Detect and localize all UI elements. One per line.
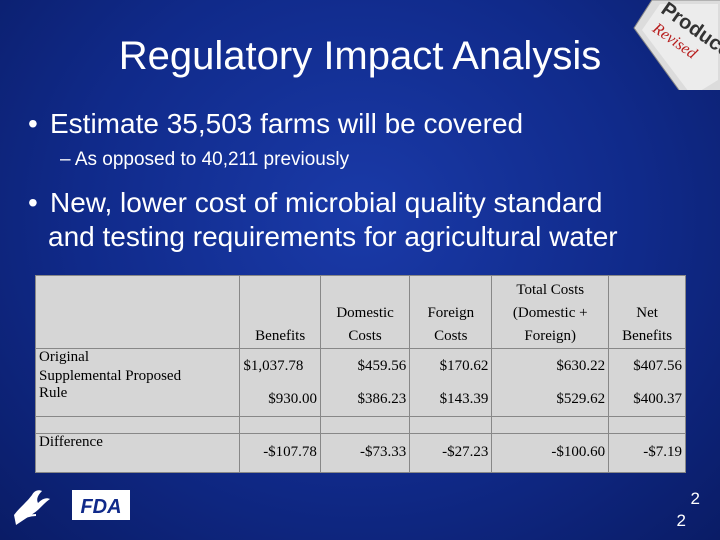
cell-benefits: -$107.78 <box>239 432 321 474</box>
slide-title: Regulatory Impact Analysis <box>118 34 602 78</box>
bullet-marker: • <box>28 108 38 139</box>
bullet-text-line2: and testing requirements for agricultura… <box>48 221 618 252</box>
row-label-rule: Original Supplemental Proposed Rule <box>34 348 241 417</box>
bullet-text: Estimate 35,503 farms will be covered <box>50 108 524 139</box>
bullet-marker: • <box>28 187 38 218</box>
impact-table: Benefits Domestic Costs Foreign Costs Tota… <box>34 274 686 474</box>
header-net-benefits: Net Benefits <box>608 274 686 350</box>
sub-bullet-text: As opposed to 40,211 previously <box>74 149 350 170</box>
page-number: 2 2 <box>676 489 700 530</box>
header-total-costs: Total Costs (Domestic + Foreign) <box>491 274 610 350</box>
bullet-text-line1: New, lower cost of microbial quality sta… <box>50 187 603 218</box>
table-spacer-row <box>34 415 686 434</box>
header-domestic-costs: Domestic Costs <box>319 274 411 350</box>
row-label-difference: Difference <box>34 432 241 474</box>
cell-foreign: -$27.23 <box>409 432 493 474</box>
header-empty-cell <box>34 274 241 350</box>
cell-domestic: $459.56 $386.23 <box>319 348 411 417</box>
hhs-eagle-icon <box>14 490 50 525</box>
table-row: Original Supplemental Proposed Rule $1,0… <box>34 348 686 417</box>
cell-benefits: $1,037.78 $930.00 <box>239 348 321 417</box>
sub-bullet-previous: – As opposed to 40,211 previously <box>60 148 349 172</box>
sub-bullet-marker: – <box>60 149 71 170</box>
cell-total: $630.22 $529.62 <box>491 348 610 417</box>
header-benefits: Benefits <box>239 274 321 350</box>
table-row: Difference -$107.78 -$73.33 -$27.23 -$10… <box>34 432 686 474</box>
cell-net: -$7.19 <box>608 432 686 474</box>
produce-revised-badge-icon: Produce Revised <box>633 0 720 90</box>
bullet-farms-covered: • Estimate 35,503 farms will be covered <box>28 106 523 142</box>
svg-text:FDA: FDA <box>80 496 121 518</box>
table-header-row: Benefits Domestic Costs Foreign Costs Tota… <box>34 274 686 350</box>
cell-total: -$100.60 <box>491 432 610 474</box>
header-foreign-costs: Foreign Costs <box>409 274 493 350</box>
cell-domestic: -$73.33 <box>319 432 411 474</box>
fda-logo: FDA <box>72 490 130 520</box>
bullet-lower-cost: • New, lower cost of microbial quality st… <box>28 186 618 254</box>
cell-foreign: $170.62 $143.39 <box>409 348 493 417</box>
cell-net: $407.56 $400.37 <box>608 348 686 417</box>
